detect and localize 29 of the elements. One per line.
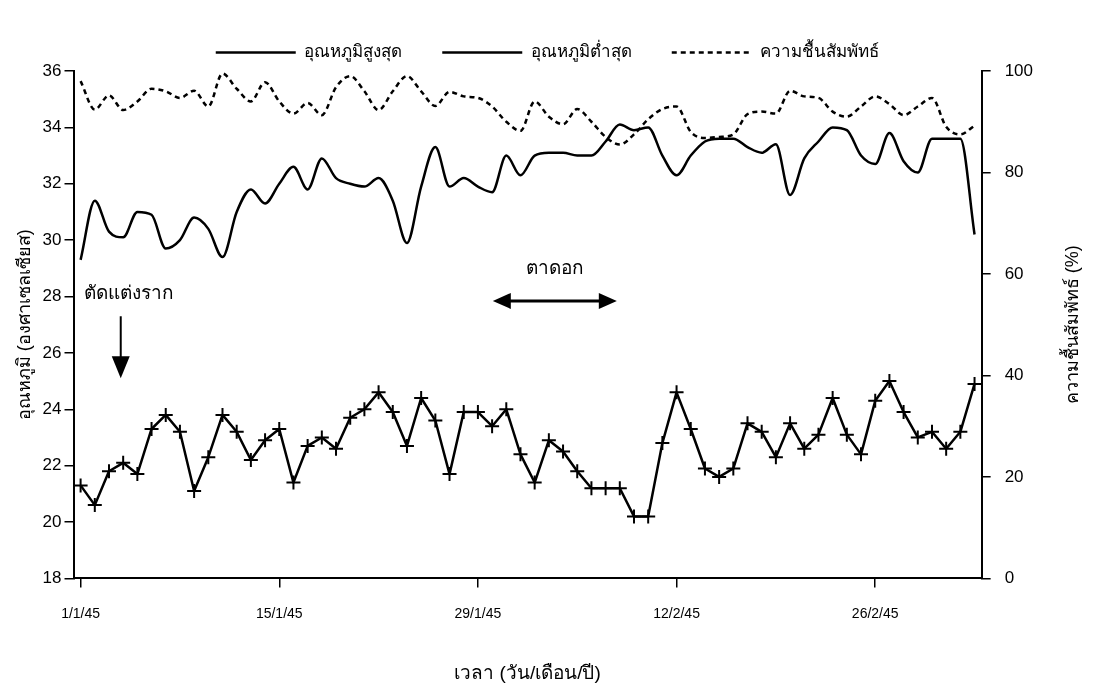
legend-label: อุณหภูมิต่ำสุด xyxy=(530,39,632,63)
x-axis-title: เวลา (วัน/เดือน/ปี) xyxy=(454,661,601,683)
y-tick-label: 28 xyxy=(42,286,62,306)
y-tick-label: 18 xyxy=(42,568,62,588)
y-tick-label: 22 xyxy=(42,455,62,475)
x-tick-label: 12/2/45 xyxy=(653,604,701,621)
y2-tick-label: 80 xyxy=(1004,162,1024,182)
y2-axis-title: ความชื้นสัมพัทธ์ (%) xyxy=(1058,245,1082,405)
y2-tick-label: 40 xyxy=(1004,365,1024,385)
y-tick-label: 34 xyxy=(42,117,62,137)
y2-tick-label: 0 xyxy=(1004,568,1015,588)
y-tick-label: 24 xyxy=(42,398,62,418)
annotation: ตาดอก xyxy=(525,257,584,279)
x-tick-label: 15/1/45 xyxy=(255,604,303,621)
y2-tick-label: 60 xyxy=(1004,263,1024,283)
y-tick-label: 32 xyxy=(42,173,62,193)
y-tick-label: 26 xyxy=(42,342,62,362)
y2-tick-label: 100 xyxy=(1004,60,1034,80)
legend-label: อุณหภูมิสูงสุด xyxy=(304,42,403,63)
y-tick-label: 30 xyxy=(42,229,62,249)
annotation: ตัดแต่งราก xyxy=(84,282,175,304)
y-tick-label: 20 xyxy=(42,511,62,531)
x-tick-label: 29/1/45 xyxy=(454,604,502,621)
y-axis-title: อุณหภูมิ (องศาเซลเซียส) xyxy=(13,229,35,421)
y-tick-label: 36 xyxy=(42,60,62,80)
x-tick-label: 26/2/45 xyxy=(851,604,899,621)
y2-tick-label: 20 xyxy=(1004,466,1024,486)
x-tick-label: 1/1/45 xyxy=(61,604,101,621)
legend-label: ความชื้นสัมพัทธ์ xyxy=(760,39,880,62)
